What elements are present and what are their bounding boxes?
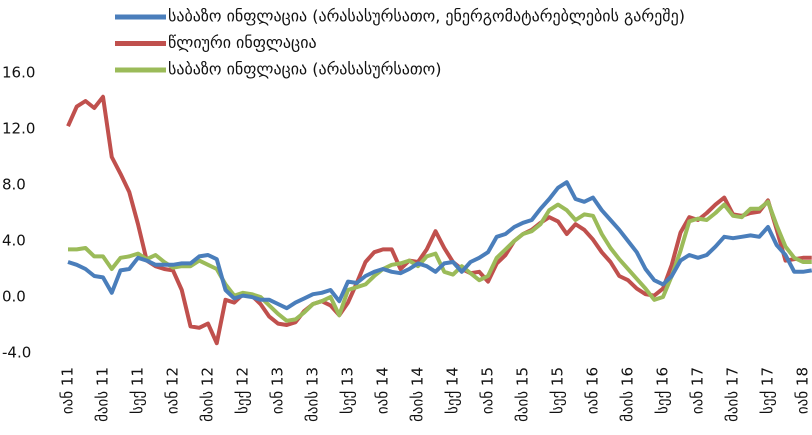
x-tick-label: მაის 11 xyxy=(94,367,112,422)
y-tick-label: 4.0 xyxy=(2,232,26,250)
x-tick-label: იან 17 xyxy=(689,367,707,414)
y-tick-label: 16.0 xyxy=(2,64,35,82)
x-tick-label: სექ 16 xyxy=(654,367,672,414)
legend-label: საბაზო ინფლაცია (არასასურსათო) xyxy=(168,60,441,79)
x-tick-label: სექ 14 xyxy=(444,367,462,414)
series-line xyxy=(66,94,812,346)
x-tick-label: სექ 15 xyxy=(549,367,567,414)
x-tick-label: იან 12 xyxy=(164,367,182,414)
x-tick-label: იან 14 xyxy=(374,367,392,414)
x-tick-label: მაის 12 xyxy=(199,367,217,422)
x-tick-label: მაის 13 xyxy=(304,367,322,422)
x-tick-label: სექ 13 xyxy=(339,367,357,414)
x-tick-label: სექ 12 xyxy=(234,367,252,414)
x-tick-label: იან 18 xyxy=(794,367,812,414)
x-tick-label: მაის 15 xyxy=(514,367,532,422)
x-tick-label: სექ 11 xyxy=(129,367,147,414)
x-tick-label: იან 16 xyxy=(584,367,602,414)
x-tick-label: მაის 16 xyxy=(619,367,637,422)
legend-label: საბაზო ინფლაცია (არასასურსათო, ენერგომატ… xyxy=(168,7,685,26)
x-tick-label: მაის 14 xyxy=(409,367,427,422)
x-tick-label: იან 15 xyxy=(479,367,497,414)
y-tick-label: -4.0 xyxy=(2,344,31,362)
x-tick-label: იან 13 xyxy=(269,367,287,414)
y-tick-label: 0.0 xyxy=(2,288,26,306)
x-tick-label: სექ 17 xyxy=(759,367,777,414)
x-tick-label: მაის 17 xyxy=(724,367,742,422)
series-line xyxy=(68,199,812,323)
legend-label: წლიური ინფლაცია xyxy=(168,33,317,52)
x-tick-label: იან 11 xyxy=(59,367,77,414)
y-tick-label: 8.0 xyxy=(2,176,26,194)
series-line xyxy=(67,180,812,311)
y-tick-label: 12.0 xyxy=(2,120,35,138)
